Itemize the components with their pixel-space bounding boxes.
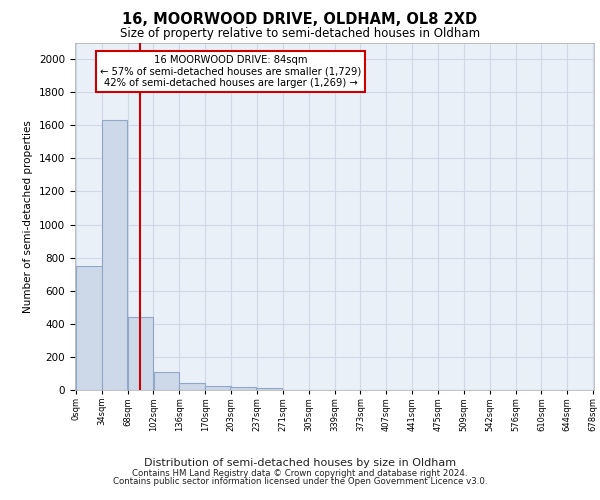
Text: Distribution of semi-detached houses by size in Oldham: Distribution of semi-detached houses by … bbox=[144, 458, 456, 468]
Text: 16, MOORWOOD DRIVE, OLDHAM, OL8 2XD: 16, MOORWOOD DRIVE, OLDHAM, OL8 2XD bbox=[122, 12, 478, 28]
Bar bbox=[128, 317, 153, 390]
Bar bbox=[154, 372, 179, 390]
Bar bbox=[179, 384, 205, 390]
Bar bbox=[76, 266, 101, 390]
Bar bbox=[205, 386, 231, 390]
Bar bbox=[230, 387, 256, 390]
Text: Contains public sector information licensed under the Open Government Licence v3: Contains public sector information licen… bbox=[113, 477, 487, 486]
Text: Size of property relative to semi-detached houses in Oldham: Size of property relative to semi-detach… bbox=[120, 28, 480, 40]
Bar bbox=[102, 120, 127, 390]
Y-axis label: Number of semi-detached properties: Number of semi-detached properties bbox=[23, 120, 34, 312]
Text: Contains HM Land Registry data © Crown copyright and database right 2024.: Contains HM Land Registry data © Crown c… bbox=[132, 468, 468, 477]
Bar bbox=[256, 388, 282, 390]
Text: 16 MOORWOOD DRIVE: 84sqm
← 57% of semi-detached houses are smaller (1,729)
42% o: 16 MOORWOOD DRIVE: 84sqm ← 57% of semi-d… bbox=[100, 54, 361, 88]
